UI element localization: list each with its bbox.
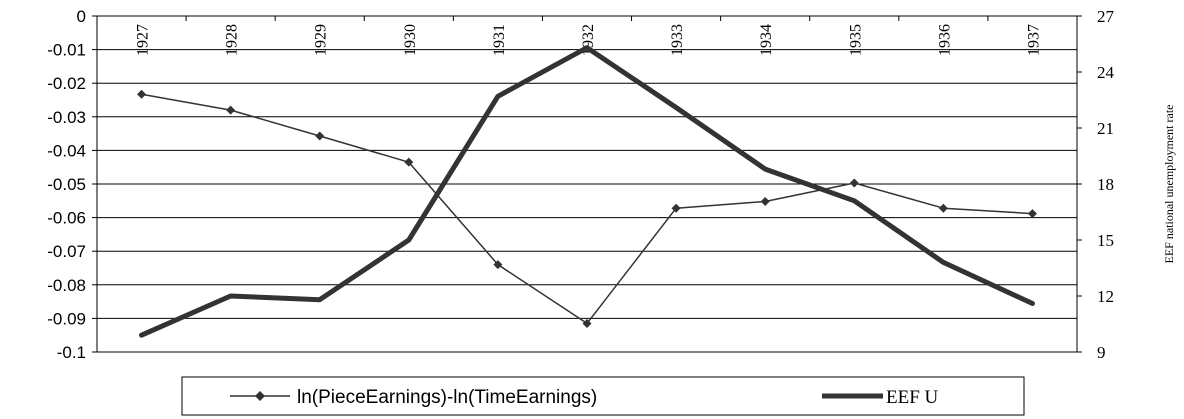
legend-label-eef-u: EEF U <box>886 387 939 408</box>
earnings-ratio-point <box>671 203 681 213</box>
x-tick-label: 1936 <box>936 24 953 56</box>
x-tick-label: 1937 <box>1025 24 1042 56</box>
right-tick-label: 15 <box>1097 231 1114 250</box>
x-tick-label: 1933 <box>669 24 686 56</box>
legend-box <box>181 376 1025 416</box>
earnings-ratio-point <box>137 89 147 99</box>
x-tick-label: 1931 <box>491 24 508 56</box>
earnings-ratio-point <box>493 260 503 270</box>
left-tick-label: -0.06 <box>47 209 86 228</box>
right-axis-ticks: 27 24 21 18 15 12 9 <box>1097 7 1115 362</box>
x-tick-label: 1927 <box>135 24 152 56</box>
left-tick-label: -0.07 <box>47 242 86 261</box>
earnings-ratio-series-line <box>140 93 1034 325</box>
x-axis-ticks: 1927 1928 1929 1930 1931 1932 1933 1934 1935 1936… <box>135 24 1043 56</box>
x-tick-label: 1934 <box>758 24 775 56</box>
left-tick-label: -0.04 <box>47 141 86 160</box>
right-tick-label: 18 <box>1097 175 1114 194</box>
right-tick-label: 12 <box>1097 287 1114 306</box>
x-tick-label: 1928 <box>224 24 241 56</box>
left-tick-label: -0.1 <box>57 343 86 362</box>
left-tick-label: -0.03 <box>47 108 86 127</box>
earnings-ratio-point <box>938 203 948 213</box>
right-tick-label: 27 <box>1097 7 1115 26</box>
x-tick-label: 1929 <box>313 24 330 56</box>
left-tick-label: -0.05 <box>47 175 86 194</box>
left-tick-label: -0.01 <box>47 41 86 60</box>
earnings-ratio-point <box>1027 209 1037 219</box>
right-tick-label: 9 <box>1097 343 1106 362</box>
x-tick-label: 1935 <box>847 24 864 56</box>
earnings-ratio-point <box>315 131 325 141</box>
right-axis-label: EEF national unemployment rate <box>1162 105 1176 264</box>
gridlines <box>97 15 1077 353</box>
left-tick-label: -0.08 <box>47 276 86 295</box>
legend: ln(PieceEarnings)-ln(TimeEarnings) EEF U <box>181 376 1025 416</box>
left-axis-ticks: 0 -0.01 -0.02 -0.03 -0.04 -0.05 -0.06 -0.07 -0.0… <box>47 7 86 362</box>
series-layer <box>137 45 1037 338</box>
legend-label-earnings-ratio: ln(PieceEarnings)-ln(TimeEarnings) <box>297 387 597 408</box>
axes <box>92 15 1082 353</box>
right-tick-label: 21 <box>1097 119 1114 138</box>
right-tick-label: 24 <box>1097 63 1115 82</box>
left-tick-label: -0.09 <box>47 309 86 328</box>
earnings-ratio-point <box>849 178 859 188</box>
earnings-ratio-point <box>404 157 414 167</box>
earnings-ratio-point <box>582 318 592 328</box>
earnings-ratio-point <box>760 196 770 206</box>
left-tick-label: -0.02 <box>47 74 86 93</box>
x-tick-label: 1930 <box>402 24 419 56</box>
left-tick-label: 0 <box>77 7 86 26</box>
earnings-ratio-point <box>226 105 236 115</box>
eef-u-series-line <box>139 45 1035 338</box>
legend-marker-earnings-ratio <box>255 391 265 401</box>
